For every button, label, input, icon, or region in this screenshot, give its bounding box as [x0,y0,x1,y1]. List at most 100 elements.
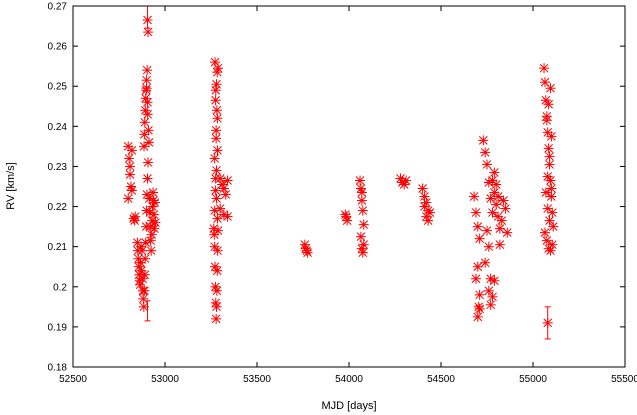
data-point [474,289,485,300]
data-point [124,153,135,164]
data-point [355,231,366,242]
data-point [543,99,554,110]
data-point [491,199,502,210]
x-tick-label: 54000 [335,374,363,385]
data-point [140,105,151,116]
data-point [138,301,149,312]
y-axis-label: RV [km/s] [5,162,17,209]
data-point [487,207,498,218]
data-point [489,275,500,286]
error-bar [144,5,151,29]
data-point [482,225,492,236]
data-point [139,285,150,296]
data-point [539,227,550,238]
x-tick-label: 55000 [519,374,547,385]
data-point [480,257,491,268]
y-tick-label: 0.18 [48,363,68,374]
data-point [355,175,366,186]
data-point [421,211,432,222]
data-point [472,221,483,232]
data-point [487,291,498,302]
data-point [137,273,148,284]
data-point [474,303,485,314]
error-bar [544,306,551,340]
data-point [146,245,157,256]
data-point [123,193,134,204]
data-point [474,233,485,244]
data-point [541,235,552,246]
x-tick-label: 54500 [427,374,455,385]
data-point [543,143,554,154]
data-point [544,215,555,226]
data-point [215,203,226,214]
data-point [210,261,221,272]
data-point [419,191,430,202]
x-tick-label: 52500 [59,374,87,385]
data-point [220,189,231,200]
data-point [142,65,153,76]
data-point [143,27,154,38]
data-point [399,179,410,190]
data-point [500,203,511,214]
data-point [502,227,513,238]
data-point [212,63,223,74]
data-point [547,239,558,250]
plot-frame [72,5,626,368]
x-tick-label: 53500 [243,374,271,385]
data-point [222,175,233,186]
data-point [401,175,412,186]
data-point [470,207,481,218]
data-point [143,125,154,136]
data-point [541,115,552,126]
data-point [144,193,155,204]
data-point [150,217,161,228]
data-point [139,269,150,280]
data-point [141,83,152,94]
data-point [356,195,367,206]
data-point [211,79,222,90]
data-point [470,273,481,284]
data-point [302,247,313,258]
y-tick-label: 0.25 [48,82,68,93]
data-points [123,5,559,340]
data-point [142,109,153,120]
data-point [140,93,151,104]
data-point [212,145,223,156]
data-point [491,179,502,190]
data-point [342,215,353,226]
data-point [494,239,505,250]
data-point [546,131,557,142]
data-point [212,245,223,256]
data-point [212,225,223,236]
data-point [496,215,507,226]
data-point [472,261,483,272]
y-tick-label: 0.23 [48,162,68,173]
data-point [545,83,556,94]
data-point [217,179,228,190]
data-point [211,133,222,144]
data-point [210,281,221,292]
data-point [357,247,368,258]
data-point [211,105,222,116]
data-point [215,173,226,184]
x-tick-label: 55500 [611,374,637,385]
data-point [356,187,367,198]
data-point [142,97,153,108]
data-point [423,215,434,226]
data-point [212,265,223,276]
x-tick-label: 53000 [151,374,179,385]
data-point [211,285,222,296]
y-tick-label: 0.19 [48,322,68,333]
data-point [546,183,557,194]
data-point [148,187,159,198]
data-point [489,167,500,178]
data-point [148,209,159,220]
data-point [143,157,154,168]
data-point [211,301,222,312]
y-axis: 0.18 0.19 0.2 0.21 0.22 0.23 0.24 0.25 0.26 0.27 [48,2,625,374]
data-point [358,219,369,230]
data-point [472,311,483,322]
data-point [478,135,489,146]
data-point [210,95,221,106]
